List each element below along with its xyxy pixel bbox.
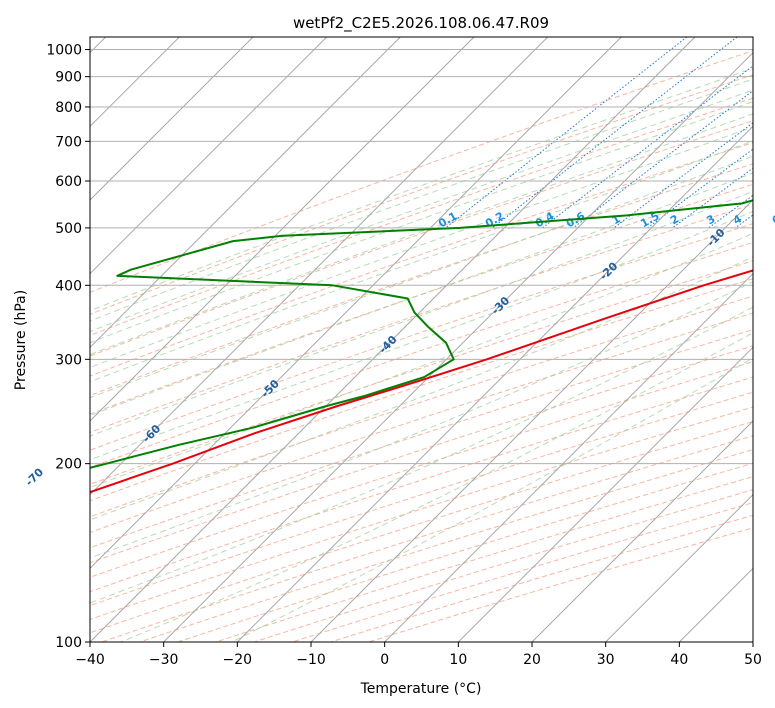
- isotherm-line: [605, 493, 753, 642]
- y-axis-label: Pressure (hPa): [13, 290, 29, 390]
- x-tick-label: 10: [449, 652, 467, 668]
- plot-frame: [89, 36, 754, 643]
- dry-adiabat-line: [90, 50, 753, 293]
- y-tick-label: 800: [55, 100, 82, 116]
- dry-adiabat-line: [90, 97, 753, 337]
- isotherm-line: [90, 37, 549, 496]
- moist-adiabat-line: [120, 332, 753, 642]
- x-tick-label: 50: [744, 652, 762, 668]
- mixing-ratio-line: [492, 37, 738, 229]
- y-tick-label: 900: [55, 70, 82, 86]
- dry-adiabat-line: [90, 361, 753, 578]
- dry-adiabat-line: [90, 329, 753, 549]
- mixing-ratio-line: [672, 167, 753, 229]
- mixing-ratio-line: [445, 37, 688, 229]
- moist-adiabat-line: [90, 113, 753, 356]
- dry-adiabat-line: [90, 223, 753, 451]
- isotherm-line: [90, 37, 696, 642]
- dry-adiabat-line: [90, 391, 753, 607]
- x-tick-label: 0: [380, 652, 389, 668]
- isotherm-line: [236, 125, 753, 642]
- isotherm-line: [163, 51, 753, 642]
- isotherm-line: [310, 199, 753, 642]
- moist-adiabat-line: [90, 89, 753, 333]
- moist-adiabat-line: [90, 155, 753, 399]
- x-axis-label: Temperature (°C): [360, 681, 482, 697]
- y-tick-label: 400: [55, 278, 82, 294]
- y-tick-label: 600: [55, 174, 82, 190]
- x-tick-label: −10: [296, 652, 326, 668]
- moist-adiabat-line: [90, 101, 753, 344]
- dry-adiabat-line: [90, 295, 753, 518]
- isotherm-line: [531, 420, 753, 642]
- mixing-ratio-lines: [445, 37, 753, 229]
- chart-title: wetPf2_C2E5.2026.108.06.47.R09: [293, 14, 549, 33]
- moist-adiabat-line: [90, 172, 753, 417]
- isotherm-line: [90, 37, 475, 422]
- isotherm-line: [90, 37, 622, 570]
- x-tick-label: −20: [223, 652, 253, 668]
- mixing-ratio-line: [542, 65, 753, 229]
- dry-adiabat-line: [90, 278, 753, 502]
- y-tick-label: 100: [55, 635, 82, 651]
- y-tick-label: 700: [55, 134, 82, 150]
- moist-adiabats: [90, 67, 753, 642]
- isotherm-line: [90, 37, 328, 275]
- x-tick-label: 40: [670, 652, 688, 668]
- x-tick-label: −40: [75, 652, 105, 668]
- dry-adiabat-line: [90, 163, 753, 396]
- sounding-profiles: [90, 199, 753, 494]
- mixing-ratio-line: [613, 122, 753, 229]
- x-tick-label: 30: [597, 652, 615, 668]
- y-tick-label: 500: [55, 221, 82, 237]
- y-axis: 1000 900 800 700 600 500 400 300 200 100: [46, 43, 90, 651]
- x-axis: −40 −30 −20 −10 0 10 20 30 40 50: [75, 642, 762, 668]
- mixing-ratio-label: 6: [770, 212, 775, 227]
- isotherm-line: [90, 37, 401, 349]
- isotherm-line: [90, 37, 254, 201]
- dry-adiabat-line: [90, 241, 753, 469]
- y-tick-label: 200: [55, 457, 82, 473]
- moist-adiabat-line: [90, 67, 753, 312]
- dewpoint-profile: [90, 199, 753, 469]
- y-tick-label: 300: [55, 352, 82, 368]
- moist-adiabat-line: [90, 78, 753, 322]
- temperature-profile: [90, 269, 753, 494]
- moist-adiabat-line: [90, 190, 753, 437]
- moist-adiabat-line: [90, 306, 753, 604]
- isotherm-line: [384, 272, 753, 642]
- dry-adiabat-line: [90, 312, 753, 534]
- y-tick-label: 1000: [46, 43, 82, 59]
- isobars: [90, 49, 753, 642]
- dry-adiabat-line: [90, 142, 753, 377]
- dry-adiabat-line: [90, 345, 753, 564]
- x-tick-label: 20: [523, 652, 541, 668]
- moist-adiabat-line: [90, 140, 753, 383]
- isotherm-line: [457, 346, 753, 642]
- isotherms: [90, 37, 753, 642]
- x-tick-label: −30: [149, 652, 179, 668]
